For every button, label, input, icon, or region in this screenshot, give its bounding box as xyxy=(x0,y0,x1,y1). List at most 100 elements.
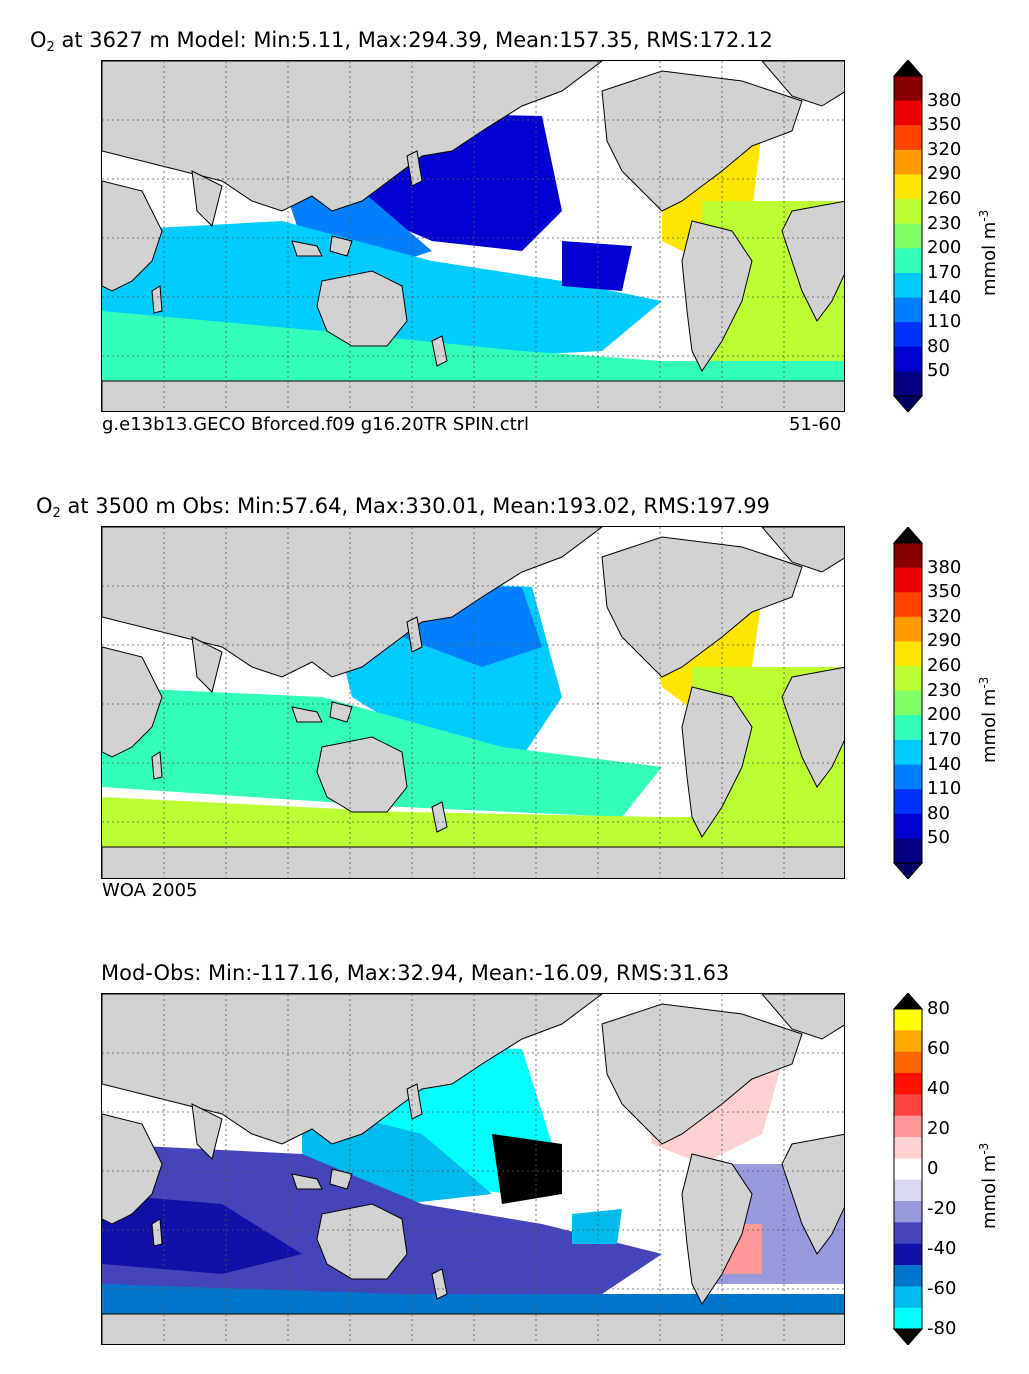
land-mass xyxy=(316,736,408,813)
colorbar-segment xyxy=(894,174,922,200)
colorbar-segment xyxy=(894,322,922,348)
land-mass xyxy=(102,61,603,212)
colorbar-frame xyxy=(893,1008,923,1330)
colorbar-segment xyxy=(894,543,922,569)
land-mass xyxy=(406,616,423,653)
colorbar-bar xyxy=(893,993,923,1345)
colorbar-tick-label: 260 xyxy=(927,655,962,677)
ocean-field xyxy=(102,1194,302,1274)
land-mass xyxy=(601,1003,803,1145)
panel-2-title: O2 at 3500 m Obs: Min:57.64, Max:330.01,… xyxy=(36,494,770,521)
colorbar-tick-label: 50 xyxy=(927,360,950,382)
colorbar-segment xyxy=(894,1094,922,1117)
ocean-field xyxy=(492,1134,562,1204)
colorbar-segment xyxy=(894,248,922,274)
land-mass xyxy=(291,706,323,723)
colorbar-segment xyxy=(894,1243,922,1266)
ocean-field xyxy=(102,1284,844,1314)
colorbar-tick-label: 50 xyxy=(927,827,950,849)
land-mass xyxy=(316,1203,408,1280)
land-mass xyxy=(601,70,803,212)
colorbar-segment xyxy=(894,690,922,716)
colorbar-tick-label: 230 xyxy=(927,679,962,701)
colorbar-unit-label: mmol m-3 xyxy=(977,1142,1000,1229)
panel-1-map xyxy=(101,60,845,412)
colorbar-segment xyxy=(894,100,922,126)
land-mass xyxy=(102,994,603,1145)
colorbar-segment xyxy=(894,371,922,397)
map-canvas xyxy=(102,527,844,878)
colorbar-tick-label: 20 xyxy=(927,1118,950,1139)
colorbar-tick-label: 230 xyxy=(927,212,962,234)
colorbar-over-arrow xyxy=(893,527,923,544)
land-mass xyxy=(102,846,844,878)
colorbar-segment xyxy=(894,346,922,372)
colorbar-tick-label: 170 xyxy=(927,261,962,283)
colorbar-tick-label: 140 xyxy=(927,753,962,775)
land-mass xyxy=(102,1313,844,1344)
land-mass xyxy=(781,666,844,788)
colorbar-tick-label: 110 xyxy=(927,778,962,800)
colorbar-segment xyxy=(894,592,922,618)
land-mass xyxy=(761,994,844,1040)
land-mass xyxy=(431,1268,448,1300)
land-mass xyxy=(291,240,323,257)
colorbar-segment xyxy=(894,739,922,766)
colorbar-segment xyxy=(894,1137,922,1159)
colorbar-segment xyxy=(894,715,922,741)
land-mass xyxy=(329,1168,353,1190)
land-mass xyxy=(102,646,163,758)
colorbar-tick-label: -40 xyxy=(927,1238,957,1259)
colorbar-unit-label: mmol m-3 xyxy=(977,676,1000,763)
land-mass xyxy=(316,270,408,347)
land-mass xyxy=(102,180,163,292)
land-mass xyxy=(406,150,423,187)
colorbar-segment xyxy=(894,1179,922,1202)
colorbar-segment xyxy=(894,149,922,175)
land-mass xyxy=(102,527,603,678)
colorbar-segment xyxy=(894,1265,922,1287)
colorbar-tick-label: 260 xyxy=(927,188,962,210)
colorbar-segment xyxy=(894,567,922,593)
colorbar-tick-label: 140 xyxy=(927,286,962,308)
colorbar-tick-label: 320 xyxy=(927,605,962,627)
colorbar-under-arrow xyxy=(893,862,923,879)
map-canvas xyxy=(102,994,844,1344)
colorbar-over-arrow xyxy=(893,993,923,1010)
panel-1-title: O2 at 3627 m Model: Min:5.11, Max:294.39… xyxy=(30,28,773,55)
colorbar-segment xyxy=(894,666,922,692)
colorbar-tick-label: 110 xyxy=(927,311,962,333)
colorbar-tick-label: 40 xyxy=(927,1078,950,1099)
land-mass xyxy=(761,61,844,107)
colorbar-frame xyxy=(893,75,923,397)
colorbar-under-arrow xyxy=(893,1328,923,1345)
colorbar-segment xyxy=(894,1073,922,1095)
colorbar-segment xyxy=(894,272,922,299)
land-mass xyxy=(191,636,223,693)
colorbar-tick-label: 350 xyxy=(927,114,962,136)
colorbar-segment xyxy=(894,297,922,323)
ocean-field xyxy=(562,241,632,291)
colorbar-tick-label: 320 xyxy=(927,138,962,160)
colorbar-segment xyxy=(894,1158,922,1181)
colorbar-tick-label: -60 xyxy=(927,1278,957,1299)
panel-1-case-name: g.e13b13.GECO Bforced.f09 g16.20TR SPIN.… xyxy=(102,414,530,435)
colorbar-segment xyxy=(894,1030,922,1053)
land-mass xyxy=(102,1113,163,1225)
colorbar-frame xyxy=(893,542,923,864)
colorbar-tick-label: 380 xyxy=(927,89,962,111)
colorbar-segment xyxy=(894,813,922,839)
colorbar-segment xyxy=(894,789,922,815)
panel-3-map xyxy=(101,993,845,1345)
ocean-field xyxy=(102,311,844,391)
land-mass xyxy=(601,536,803,678)
colorbar-segment xyxy=(894,199,922,225)
colorbar-bar xyxy=(893,60,923,412)
land-mass xyxy=(151,1218,163,1247)
land-mass xyxy=(431,801,448,833)
panel-1-years: 51-60 xyxy=(789,414,842,435)
colorbar-tick-label: 60 xyxy=(927,1038,950,1059)
colorbar-segment xyxy=(894,838,922,864)
colorbar-tick-label: -20 xyxy=(927,1198,957,1219)
colorbar-tick-label: 350 xyxy=(927,581,962,603)
